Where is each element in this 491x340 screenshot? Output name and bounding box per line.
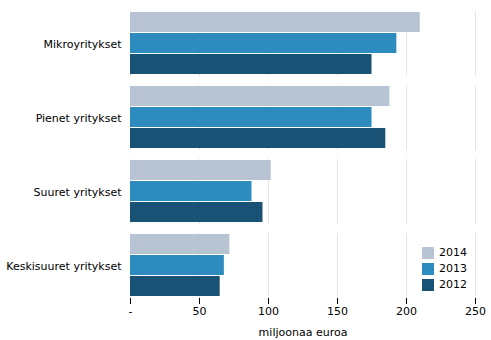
svg-text:Mikroyritykset: Mikroyritykset (43, 38, 122, 51)
svg-text:100: 100 (258, 305, 279, 318)
svg-text:50: 50 (193, 305, 207, 318)
html-text:2012: 2012 (439, 278, 467, 291)
svg-text:150: 150 (327, 305, 348, 318)
html-text:2014: 2014 (439, 246, 467, 259)
svg-text:200: 200 (396, 305, 417, 318)
svg-text:250: 250 (465, 305, 486, 318)
svg-text:miljoonaa euroa: miljoonaa euroa (259, 326, 348, 339)
svg-text:Keskisuuret yritykset: Keskisuuret yritykset (6, 260, 122, 273)
svg-text:Pienet yritykset: Pienet yritykset (36, 112, 123, 125)
html-text:2013: 2013 (439, 262, 467, 275)
svg-text:-: - (129, 305, 133, 318)
svg-text:Suuret yritykset: Suuret yritykset (34, 186, 123, 199)
